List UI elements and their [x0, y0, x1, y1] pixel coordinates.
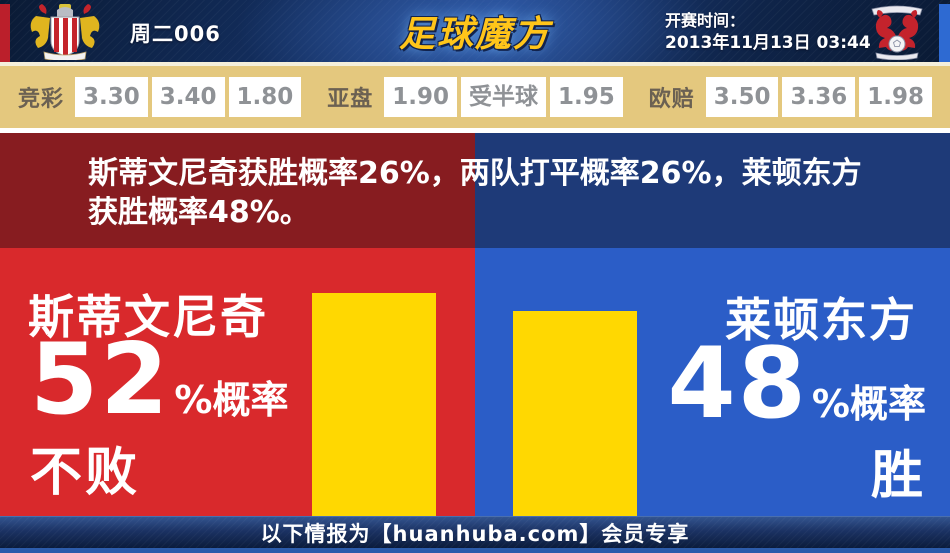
home-percent-value: 52	[30, 323, 171, 437]
home-outcome: 不败	[30, 443, 141, 503]
home-team-name: 斯蒂文尼奇	[28, 290, 268, 344]
header: 周二006 足球魔方 开赛时间： 2013年11月13日 03:44	[0, 0, 950, 62]
odds-value-box: 3.40	[151, 77, 225, 117]
odds-bar: 竞彩 3.30 3.40 1.80 亚盘 1.90 受半球 1.95 欧赔 3.…	[0, 66, 950, 128]
away-team-crest	[860, 2, 934, 61]
stevenage-crest-icon	[30, 4, 100, 62]
odds-value-box: 3.50	[705, 77, 779, 117]
odds-value-box: 3.36	[782, 77, 856, 117]
member-exclusive-note: 以下情报为【huanhuba.com】会员专享	[260, 521, 690, 546]
leyton-orient-crest-icon	[871, 5, 923, 61]
away-outcome: 胜	[870, 446, 926, 506]
odds-value-box: 3.30	[75, 77, 148, 117]
header-divider	[0, 62, 950, 66]
odds-label-yapan: 亚盘	[327, 87, 374, 112]
left-edge-stripe	[0, 4, 10, 62]
footer-banner: 以下情报为【huanhuba.com】会员专享	[0, 516, 950, 548]
away-probability: 48 %概率	[668, 333, 926, 436]
away-percent-value: 48	[667, 327, 808, 441]
odds-value-box: 1.95	[550, 77, 623, 117]
away-team-name: 莱顿东方	[725, 293, 917, 347]
odds-group-jingcai: 竞彩 3.30 3.40 1.80	[18, 77, 302, 117]
right-edge-stripe	[939, 4, 950, 62]
odds-group-yapan: 亚盘 1.90 受半球 1.95	[327, 77, 623, 117]
odds-handicap-box: 受半球	[461, 77, 546, 117]
away-probability-bar	[513, 311, 637, 516]
kickoff-label: 开赛时间：	[665, 11, 746, 30]
prediction-panels: 斯蒂文尼奇获胜概率26%，两队打平概率26%，莱顿东方获胜概率48%。 斯蒂文尼…	[0, 133, 950, 516]
home-percent-suffix: %概率	[174, 378, 289, 422]
away-percent-suffix: %概率	[811, 382, 926, 426]
odds-label-jingcai: 竞彩	[18, 87, 65, 112]
summary-banner	[0, 133, 950, 248]
probability-summary: 斯蒂文尼奇获胜概率26%，两队打平概率26%，莱顿东方获胜概率48%。	[88, 156, 862, 230]
odds-label-oupei: 欧赔	[648, 87, 695, 112]
home-probability: 52 %概率	[30, 329, 288, 432]
odds-group-oupei: 欧赔 3.50 3.36 1.98	[649, 77, 932, 117]
summary-banner-right-bg	[475, 133, 950, 248]
home-team-crest	[22, 2, 108, 62]
home-probability-bar	[312, 293, 436, 516]
summary-banner-left-bg	[0, 133, 475, 248]
kickoff-time: 2013年11月13日 03:44	[665, 33, 871, 53]
bottom-strip	[0, 548, 950, 553]
odds-value-box: 1.80	[228, 77, 302, 117]
match-code: 周二006	[130, 22, 221, 46]
odds-value-box: 1.98	[859, 77, 932, 117]
odds-value-box: 1.90	[384, 77, 457, 117]
site-logo-text: 足球魔方	[398, 14, 551, 55]
odds-divider	[0, 128, 950, 133]
kickoff-info: 开赛时间： 2013年11月13日 03:44	[665, 10, 871, 54]
